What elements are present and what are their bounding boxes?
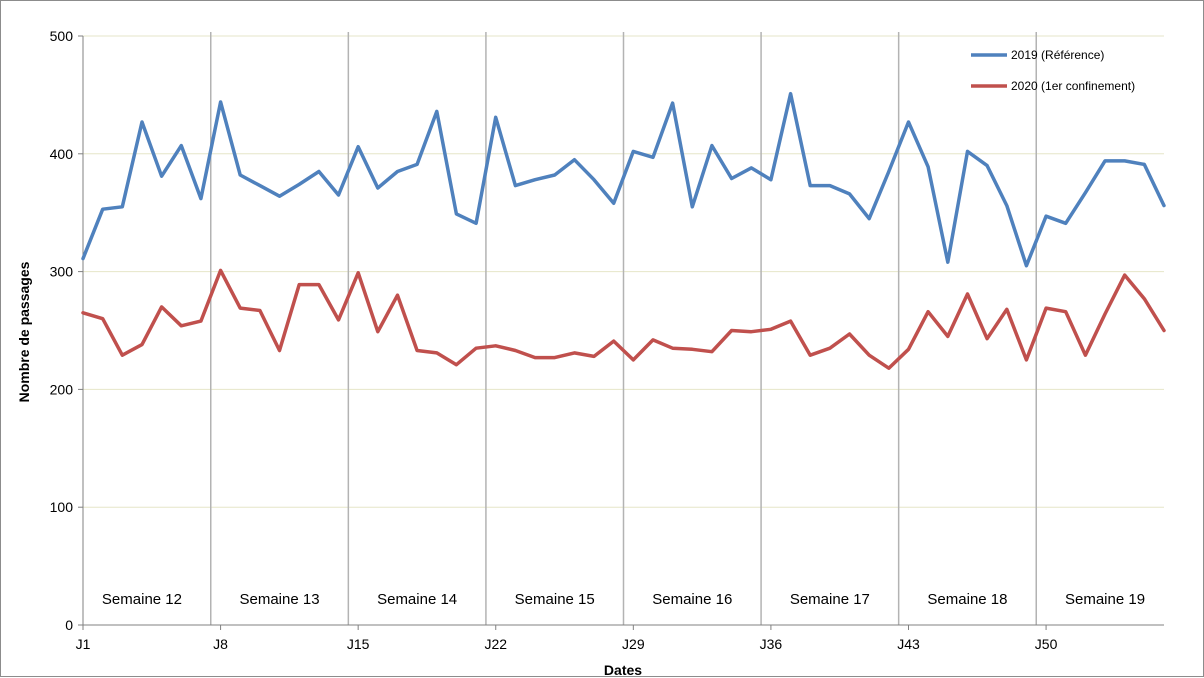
series-line-1	[81, 91, 1166, 268]
x-tick-label: J50	[1035, 636, 1058, 652]
week-label: Semaine 15	[515, 591, 595, 608]
legend-label-1: 2019 (Référence)	[1011, 48, 1104, 62]
week-label: Semaine 12	[102, 591, 182, 608]
week-label: Semaine 13	[240, 591, 320, 608]
y-tick-label: 400	[50, 146, 74, 162]
week-label: Semaine 18	[927, 591, 1007, 608]
legend: 2019 (Référence) 2020 (1er confinement)	[971, 48, 1135, 93]
week-label: Semaine 17	[790, 591, 870, 608]
y-tick-label: 200	[50, 381, 74, 397]
x-tick-label: J15	[347, 636, 370, 652]
y-tick-label: 500	[50, 28, 74, 44]
y-tick-label: 0	[65, 617, 73, 633]
week-label: Semaine 16	[652, 591, 732, 608]
y-axis-title: Nombre de passages	[16, 261, 32, 402]
x-tick-label: J43	[897, 636, 920, 652]
x-tick-label: J29	[622, 636, 645, 652]
y-tick-label: 300	[50, 264, 74, 280]
x-tick-label: J36	[760, 636, 783, 652]
grid-lines	[83, 32, 1164, 625]
week-label: Semaine 14	[377, 591, 457, 608]
legend-label-2: 2020 (1er confinement)	[1011, 79, 1135, 93]
week-label: Semaine 19	[1065, 591, 1145, 608]
series-lines	[81, 91, 1166, 370]
x-tick-label: J1	[76, 636, 91, 652]
x-tick-label: J8	[213, 636, 228, 652]
y-tick-label: 100	[50, 499, 74, 515]
series-line-2	[81, 268, 1166, 370]
x-axis-title: Dates	[604, 662, 642, 678]
x-tick-label: J22	[484, 636, 507, 652]
axes: 0 100 200 300 400 500 J1 J8 J15 J22 J29 J36 J43 J50	[50, 28, 1164, 652]
week-labels: Semaine 12 Semaine 13 Semaine 14 Semaine 15…	[102, 591, 1145, 608]
